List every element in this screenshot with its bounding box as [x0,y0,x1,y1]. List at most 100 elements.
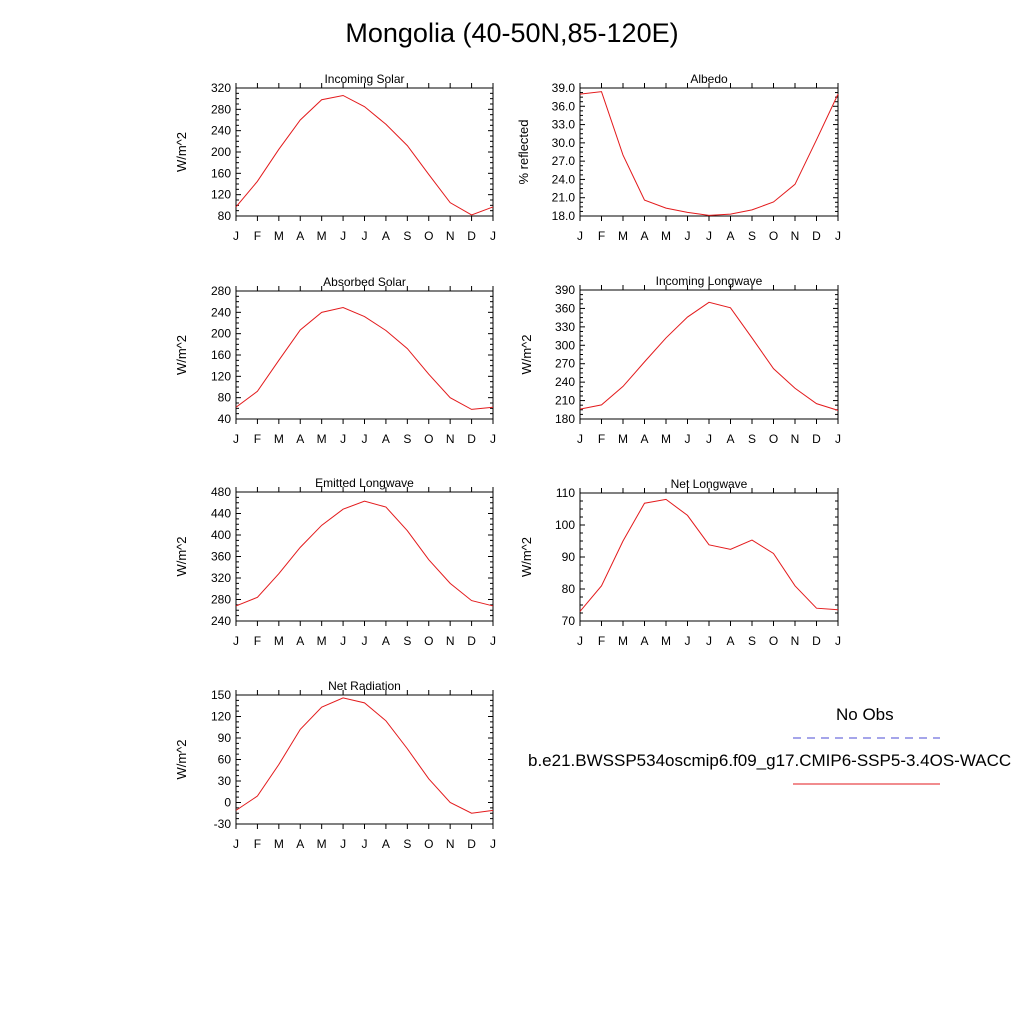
x-tick-label: J [340,432,346,446]
x-tick-label: N [791,432,800,446]
x-tick-label: M [274,432,284,446]
chart-absorbed-solar: Absorbed Solar W/m^2 40 80 120 160 200 240 280 J F… [174,275,496,446]
x-tick-label: M [618,432,628,446]
x-tick-label: J [490,229,496,243]
y-tick-label: 80 [218,209,232,223]
x-tick-label: J [362,432,368,446]
y-tick-label: 120 [211,710,231,724]
chart-emitted-longwave: Emitted Longwave W/m^2 240 280 320 360 400 440 4… [174,476,496,648]
y-tick-label: 360 [211,550,231,564]
x-tick-label: A [382,634,390,648]
chart-incoming-solar: Incoming Solar W/m^2 80 120 160 200 240 280 320 J… [174,72,496,243]
x-tick-label: J [835,634,841,648]
y-tick-label: 0 [224,796,231,810]
x-tick-label: J [340,837,346,851]
legend [793,737,940,785]
y-tick-label: 320 [211,81,231,95]
chart-title: Albedo [690,72,728,86]
x-tick-label: M [618,229,628,243]
y-tick-label: 280 [211,284,231,298]
y-tick-label: 60 [218,753,232,767]
x-tick-label: N [791,229,800,243]
y-tick-label: 100 [555,518,575,532]
x-tick-label: S [748,229,756,243]
x-tick-label: D [812,432,821,446]
x-tick-label: D [812,229,821,243]
x-tick-label: A [382,229,390,243]
x-tick-label: J [685,229,691,243]
series-line-model [579,301,839,411]
x-tick-label: M [317,432,327,446]
y-axis-label: W/m^2 [174,536,189,576]
y-axis-label: W/m^2 [519,334,534,374]
x-tick-label: S [748,432,756,446]
x-tick-label: N [446,432,455,446]
y-tick-label: 200 [211,327,231,341]
y-tick-label: 150 [211,688,231,702]
y-tick-label: 70 [562,614,576,628]
x-tick-label: D [467,837,476,851]
x-tick-label: F [598,229,605,243]
y-tick-label: 110 [556,486,575,500]
y-tick-label: 480 [211,485,231,499]
chart-title: Incoming Solar [324,72,404,86]
x-tick-label: M [274,229,284,243]
x-tick-label: M [661,432,671,446]
x-tick-label: S [403,432,411,446]
x-tick-label: S [403,634,411,648]
y-tick-label: 160 [211,348,231,362]
x-tick-label: M [317,634,327,648]
chart-title: Emitted Longwave [315,476,414,490]
x-tick-label: M [661,229,671,243]
x-tick-label: F [598,634,605,648]
x-tick-label: O [424,634,433,648]
x-tick-label: J [490,634,496,648]
plot-frame [579,289,839,420]
y-tick-label: 180 [555,412,575,426]
x-tick-label: N [791,634,800,648]
x-tick-label: O [424,837,433,851]
x-tick-label: O [424,229,433,243]
x-tick-label: J [490,837,496,851]
x-tick-label: F [254,837,261,851]
y-tick-label: 160 [211,166,231,180]
x-tick-label: F [254,229,261,243]
x-tick-label: A [382,432,390,446]
y-tick-label: 21.0 [552,191,576,205]
y-tick-label: 39.0 [552,81,576,95]
chart-title: Absorbed Solar [323,275,406,289]
x-tick-label: J [233,432,239,446]
x-tick-label: J [685,634,691,648]
y-tick-label: 120 [211,369,231,383]
y-tick-label: 280 [211,102,231,116]
x-tick-label: J [490,432,496,446]
y-tick-label: 360 [555,301,575,315]
y-axis-label: W/m^2 [174,335,189,375]
x-tick-label: J [340,229,346,243]
y-tick-label: 320 [211,571,231,585]
x-tick-label: A [296,837,304,851]
x-tick-label: N [446,634,455,648]
y-tick-label: 24.0 [552,172,576,186]
y-tick-label: 280 [211,593,231,607]
legend-obs-label: No Obs [836,705,894,724]
x-tick-label: S [403,229,411,243]
x-tick-label: M [274,837,284,851]
x-tick-label: J [577,634,583,648]
x-tick-label: J [835,432,841,446]
y-tick-label: 27.0 [552,154,576,168]
y-tick-label: 200 [211,145,231,159]
x-tick-label: A [296,229,304,243]
y-tick-label: 33.0 [552,118,576,132]
x-tick-label: M [274,634,284,648]
x-tick-label: F [254,432,261,446]
legend-model-label: b.e21.BWSSP534oscmip6.f09_g17.CMIP6-SSP5… [528,751,1012,770]
series-line-model [235,94,494,216]
x-tick-label: J [577,432,583,446]
series-line-model [579,91,839,216]
y-tick-label: 270 [555,357,575,371]
y-tick-label: 240 [211,614,231,628]
x-tick-label: A [640,634,648,648]
y-tick-label: 300 [555,338,575,352]
x-tick-label: A [382,837,390,851]
